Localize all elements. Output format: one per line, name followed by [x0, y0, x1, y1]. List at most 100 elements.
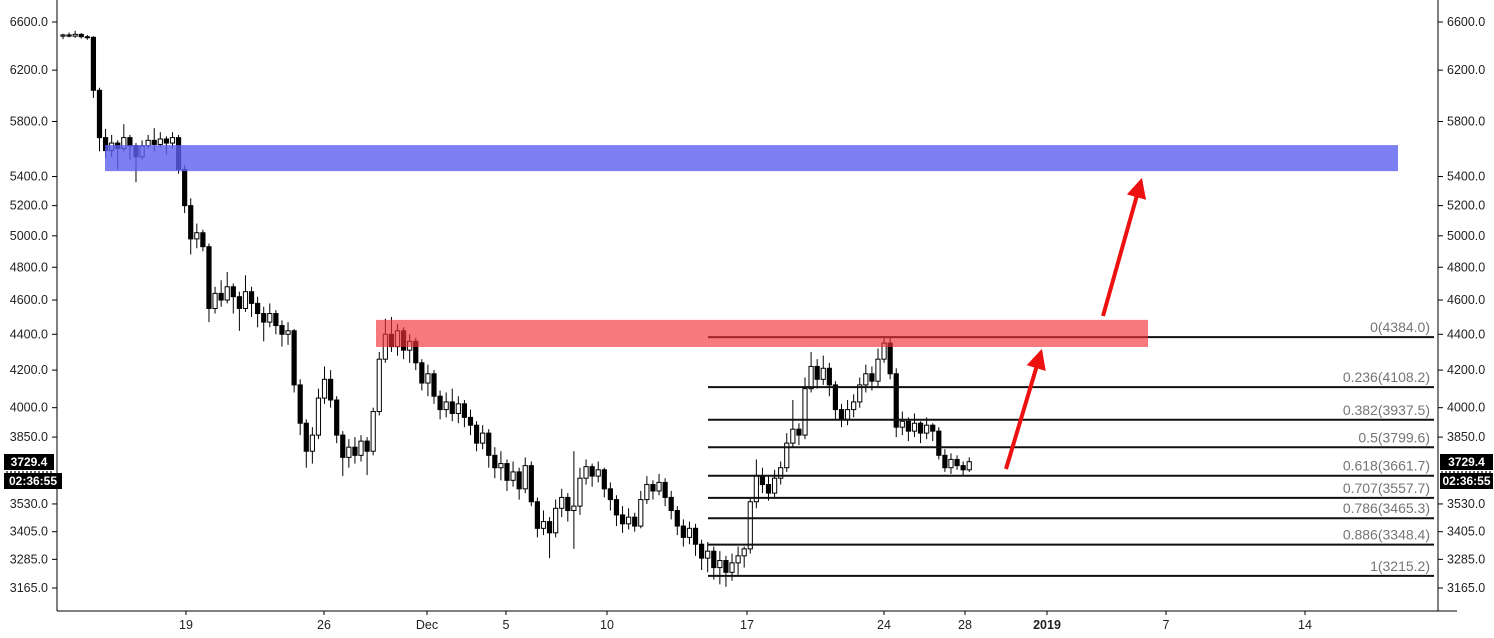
candle-down — [473, 424, 480, 444]
candle-down — [838, 409, 845, 420]
candle-down — [437, 395, 443, 411]
fib-label-0.382: 0.382(3937.5) — [1343, 402, 1430, 418]
y-axis-label-left: 4400.0 — [10, 327, 48, 341]
candle-down — [78, 33, 84, 38]
candle-down — [954, 458, 960, 467]
candle-down — [619, 514, 626, 525]
candle-up — [370, 411, 376, 452]
candle-up — [747, 501, 753, 550]
candle-down — [279, 325, 285, 335]
candle-up — [778, 467, 784, 479]
candle-down — [516, 471, 522, 490]
y-axis-label-right: 4200.0 — [1447, 363, 1485, 377]
candle-up — [242, 291, 249, 309]
x-axis-label: 10 — [600, 618, 614, 632]
candle-down — [449, 401, 455, 414]
candle-down — [613, 499, 620, 516]
y-axis-label-left: 5800.0 — [10, 115, 48, 129]
y-axis-label-left: 4600.0 — [10, 293, 48, 307]
candle-down — [255, 302, 261, 315]
candle-up — [784, 442, 790, 469]
candle-down — [650, 484, 656, 492]
candle-down — [492, 454, 498, 469]
candle-down — [680, 525, 686, 538]
candle-up — [577, 477, 583, 507]
candle-up — [60, 34, 66, 37]
candle-down — [127, 137, 133, 147]
candle-down — [486, 432, 492, 456]
candle-down — [334, 399, 340, 436]
x-axis-label: 26 — [317, 618, 331, 632]
candle-up — [899, 420, 905, 428]
fib-label-0.5: 0.5(3799.6) — [1358, 429, 1430, 445]
candle-up — [309, 434, 315, 452]
candle-down — [200, 232, 206, 248]
fib-label-1: 1(3215.2) — [1370, 558, 1430, 574]
candle-up — [425, 373, 431, 384]
y-axis-label-left: 6200.0 — [10, 63, 48, 77]
candle-down — [467, 416, 474, 426]
candle-down — [723, 560, 729, 573]
candle-up — [844, 409, 851, 420]
candle-up — [72, 33, 78, 37]
candle-up — [656, 481, 662, 492]
candle-up — [626, 516, 632, 525]
candle-down — [328, 378, 334, 401]
candle-up — [790, 428, 796, 444]
y-axis-label-left: 5000.0 — [10, 229, 48, 243]
candle-up — [948, 458, 954, 469]
candle-down — [869, 373, 875, 382]
candle-down — [699, 543, 705, 559]
lower-resistance-zone[interactable] — [376, 319, 1148, 347]
candle-up — [540, 521, 547, 529]
x-axis-label: 24 — [877, 618, 891, 632]
y-axis-label-left: 4800.0 — [10, 260, 48, 274]
candle-up — [717, 560, 723, 569]
candle-down — [90, 36, 97, 91]
candle-down — [261, 313, 267, 323]
fib-label-0.786: 0.786(3465.3) — [1343, 500, 1430, 516]
candle-down — [826, 367, 832, 386]
y-axis-label-right: 5800.0 — [1447, 115, 1485, 129]
candle-up — [559, 496, 565, 509]
candle-up — [321, 378, 328, 399]
y-axis-label-right: 3405.0 — [1447, 525, 1485, 539]
upper-resistance-zone[interactable] — [105, 145, 1398, 172]
candle-up — [820, 367, 826, 380]
candle-down — [601, 469, 607, 490]
candle-down — [632, 516, 638, 527]
candle-up — [595, 469, 601, 477]
y-axis-label-right: 4400.0 — [1447, 327, 1485, 341]
y-axis-label-right: 6200.0 — [1447, 63, 1485, 77]
candle-down — [297, 384, 303, 424]
candle-up — [741, 548, 747, 557]
y-axis-label-left: 4200.0 — [10, 363, 48, 377]
candle-up — [771, 477, 778, 494]
y-axis-label-right: 3165.0 — [1447, 581, 1485, 595]
drawn-arrow-1[interactable] — [1004, 348, 1046, 470]
candle-up — [376, 358, 382, 413]
candle-down — [917, 422, 924, 434]
x-axis-label: 7 — [1163, 618, 1170, 632]
candle-up — [571, 505, 577, 512]
drawn-arrow-2[interactable] — [1101, 177, 1147, 317]
candle-down — [182, 168, 188, 207]
candle-up — [358, 440, 364, 456]
y-axis-label-left: 3165.0 — [10, 581, 48, 595]
x-axis-label: 2019 — [1033, 618, 1061, 632]
candle-up — [875, 358, 881, 382]
candle-down — [905, 420, 911, 432]
candle-down — [546, 521, 553, 534]
candle-down — [303, 422, 309, 452]
y-axis-label-right: 3850.0 — [1447, 430, 1485, 444]
candle-down — [759, 475, 766, 486]
candle-up — [157, 138, 163, 145]
x-axis-label: 17 — [740, 618, 754, 632]
y-axis-label-left: 5400.0 — [10, 170, 48, 184]
candle-down — [230, 286, 236, 298]
candle-up — [169, 137, 176, 144]
y-axis-label-left: 3405.0 — [10, 525, 48, 539]
candle-down — [461, 403, 468, 418]
